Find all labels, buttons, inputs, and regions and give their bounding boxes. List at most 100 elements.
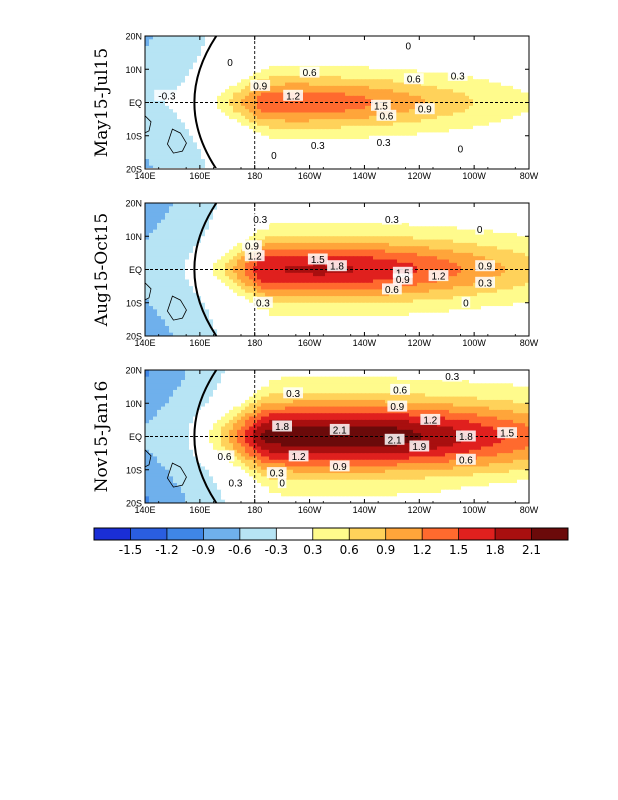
field-cell	[277, 139, 282, 143]
field-cell	[153, 62, 158, 67]
field-cell	[421, 95, 426, 100]
field-cell	[321, 72, 326, 77]
field-cell	[285, 222, 290, 227]
field-cell	[193, 149, 198, 153]
field-cell	[229, 119, 234, 124]
field-cell	[401, 49, 406, 54]
field-cell	[181, 39, 186, 44]
field-cell	[177, 212, 182, 217]
field-cell	[261, 65, 266, 70]
field-cell	[225, 132, 230, 137]
field-cell	[149, 206, 154, 211]
field-cell	[221, 236, 226, 241]
field-cell	[197, 219, 202, 224]
field-cell	[417, 99, 422, 104]
field-cell	[365, 206, 370, 211]
field-cell	[425, 203, 430, 207]
field-cell	[509, 49, 514, 54]
field-cell	[273, 99, 278, 104]
field-cell	[325, 95, 330, 100]
field-cell	[237, 125, 242, 130]
field-cell	[333, 49, 338, 54]
field-cell	[249, 139, 254, 143]
contour-label: 0.6	[379, 111, 393, 122]
field-cell	[245, 135, 250, 140]
field-cell	[353, 82, 358, 87]
field-cell	[393, 92, 398, 97]
field-cell	[309, 212, 314, 217]
field-cell	[285, 59, 290, 64]
field-cell	[145, 216, 150, 221]
field-cell	[381, 52, 386, 57]
field-cell	[521, 155, 526, 160]
field-cell	[365, 232, 370, 237]
field-cell	[413, 229, 418, 234]
field-cell	[341, 222, 346, 227]
field-cell	[349, 229, 354, 234]
field-cell	[213, 59, 218, 64]
field-cell	[429, 49, 434, 54]
field-cell	[397, 149, 402, 153]
field-cell	[201, 36, 206, 40]
field-cell	[181, 45, 186, 50]
field-cell	[461, 109, 466, 114]
field-cell	[233, 135, 238, 140]
field-cell	[441, 229, 446, 234]
field-cell	[509, 139, 514, 143]
field-cell	[469, 132, 474, 137]
field-cell	[289, 232, 294, 237]
field-cell	[397, 99, 402, 104]
field-cell	[189, 122, 194, 127]
field-cell	[385, 89, 390, 94]
field-cell	[469, 236, 474, 241]
field-cell	[237, 49, 242, 54]
field-cell	[217, 109, 222, 114]
field-cell	[489, 115, 494, 120]
field-cell	[253, 122, 258, 127]
contour-label-group: 0.9	[414, 103, 435, 116]
field-cell	[241, 62, 246, 67]
field-cell	[185, 52, 190, 57]
field-cell	[385, 129, 390, 134]
field-cell	[265, 152, 270, 157]
field-cell	[229, 105, 234, 110]
field-cell	[169, 72, 174, 77]
field-cell	[513, 36, 518, 40]
field-cell	[505, 142, 510, 147]
field-cell	[145, 139, 150, 143]
field-cell	[273, 219, 278, 224]
zero-contour	[193, 36, 218, 168]
field-cell	[157, 165, 162, 168]
field-cell	[441, 59, 446, 64]
field-cell	[381, 119, 386, 124]
field-cell	[357, 65, 362, 70]
field-cell	[273, 229, 278, 234]
field-cell	[501, 69, 506, 74]
field-cell	[157, 159, 162, 163]
field-cell	[153, 152, 158, 157]
field-cell	[377, 55, 382, 60]
field-cell	[253, 149, 258, 153]
field-cell	[377, 152, 382, 157]
field-cell	[145, 79, 150, 84]
field-cell	[173, 45, 178, 50]
field-cell	[229, 112, 234, 117]
field-cell	[493, 102, 498, 107]
field-cell	[325, 119, 330, 124]
field-cell	[413, 139, 418, 143]
contour-label-group: 0.3	[447, 69, 468, 82]
field-cell	[389, 132, 394, 137]
field-cell	[509, 39, 514, 44]
field-cell	[221, 45, 226, 50]
field-cell	[153, 165, 158, 168]
panel-title: May15-Jul15	[92, 48, 112, 157]
contour-label-bg	[404, 40, 413, 51]
field-cell	[409, 52, 414, 57]
field-cell	[437, 219, 442, 224]
field-cell	[161, 55, 166, 60]
field-cell	[437, 119, 442, 124]
field-cell	[461, 232, 466, 237]
field-cell	[169, 226, 174, 231]
field-cell	[217, 212, 222, 217]
field-cell	[221, 132, 226, 137]
